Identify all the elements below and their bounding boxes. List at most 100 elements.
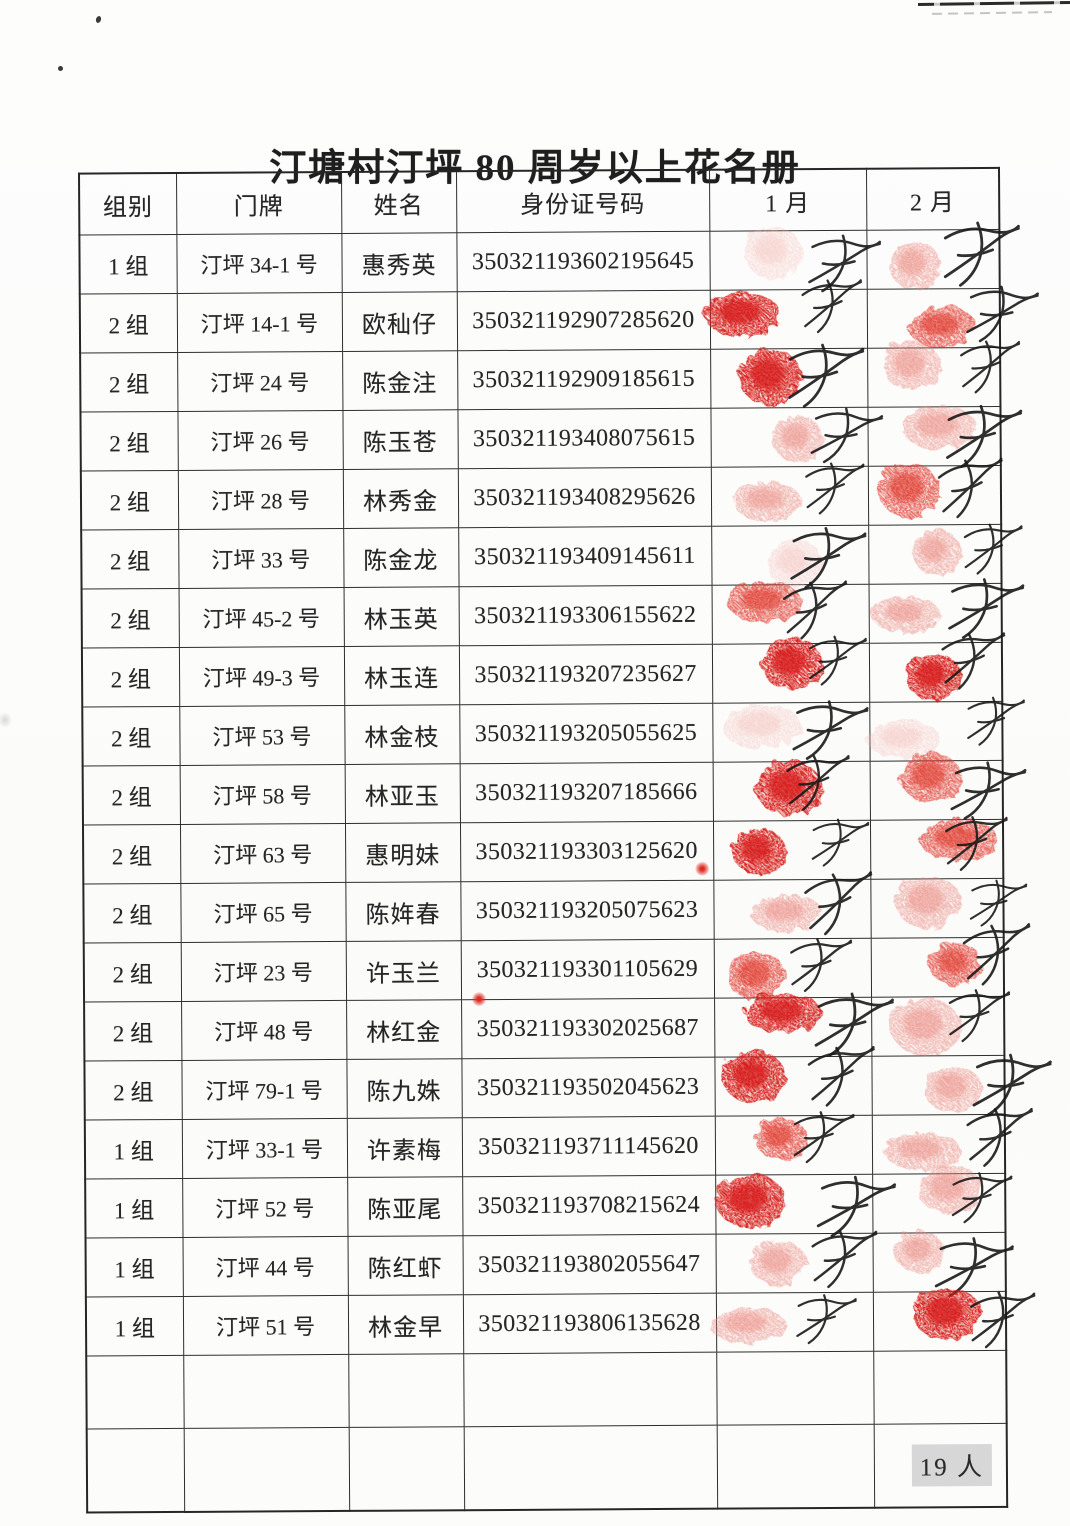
scan-speck <box>58 66 63 71</box>
handwritten-signature <box>947 578 1024 639</box>
cell-february-mark <box>863 696 1025 762</box>
thumbprint-signature-area <box>871 923 1030 997</box>
empty-cell <box>348 1426 465 1511</box>
empty-cell <box>86 1355 184 1430</box>
handwritten-signature <box>951 1172 1012 1224</box>
scan-speck <box>95 15 102 24</box>
col-header-idnumber: 身份证号码 <box>456 169 710 233</box>
cell-january-mark <box>710 407 883 468</box>
cell-group: 2 组 <box>83 942 182 1003</box>
cell-door: 汀坪 24 号 <box>177 351 343 412</box>
cell-january-mark <box>714 1046 875 1117</box>
handwritten-signature <box>807 234 881 293</box>
empty-row <box>86 1350 1007 1430</box>
handwritten-signature <box>804 462 865 515</box>
handwritten-signature <box>966 696 1025 746</box>
col-header-january: 1 月 <box>708 168 867 232</box>
cell-group: 2 组 <box>80 352 178 413</box>
ink-mark <box>752 754 850 814</box>
cell-door: 汀坪 23 号 <box>180 941 347 1002</box>
roster-table-wrap: 组别 门牌 姓名 身份证号码 1 月 2 月 1 组 汀坪 34-1 号 惠秀英… <box>78 166 1052 1514</box>
handwritten-signature <box>948 989 1010 1043</box>
ink-mark <box>747 871 872 936</box>
empty-cell <box>716 1424 875 1509</box>
cell-name: 陈亚尾 <box>347 1176 463 1237</box>
ink-mark <box>915 816 1008 871</box>
cell-february-mark <box>871 1053 1052 1117</box>
cell-name: 林秀金 <box>342 468 459 529</box>
cell-january-mark <box>712 1171 896 1238</box>
handwritten-signature <box>803 871 872 936</box>
cell-id-number: 350321193205075623 <box>460 880 714 941</box>
table-body: 1 组 汀坪 34-1 号 惠秀英 350321193602195645 2 组… <box>79 221 1052 1513</box>
cell-january-mark <box>711 635 870 704</box>
thumbprint-signature-area <box>712 1171 896 1238</box>
cell-id-number: 350321193502045623 <box>461 1057 715 1118</box>
ink-mark <box>880 337 1020 394</box>
handwritten-signature <box>943 221 1020 287</box>
cell-january-mark <box>715 1230 877 1294</box>
thumbprint-signature-area <box>867 285 1039 348</box>
handwritten-signature <box>816 1175 896 1238</box>
handwritten-signature <box>949 761 1026 820</box>
cell-january-mark <box>713 871 872 940</box>
col-header-group: 组别 <box>79 172 177 236</box>
cell-id-number: 350321193711145620 <box>461 1116 716 1177</box>
scan-edge-artifact <box>917 0 1070 7</box>
cell-february-mark <box>867 337 1020 408</box>
cell-id-number: 350321193207185666 <box>459 762 713 823</box>
cell-january-mark <box>701 279 868 350</box>
cell-february-mark <box>868 523 1023 585</box>
empty-cell <box>463 1352 717 1427</box>
total-count-badge: 19 人 <box>911 1444 993 1487</box>
cell-name: 林玉英 <box>343 586 459 647</box>
empty-cell <box>183 1427 350 1512</box>
col-header-february: 2 月 <box>865 167 1000 231</box>
table-row: 2 组 汀坪 49-3 号 林玉连 350321193207235627 <box>81 632 1005 708</box>
cell-february-mark <box>869 816 1008 880</box>
cell-january-mark <box>713 938 872 999</box>
cell-id-number: 350321193408075615 <box>457 408 711 469</box>
table-row: 1 组 汀坪 44 号 陈红虾 350321193802055647 <box>85 1228 1014 1298</box>
cell-id-number: 350321193602195645 <box>456 231 710 292</box>
table-row: 2 组 汀坪 48 号 林红金 350321193302025687 <box>84 989 1010 1062</box>
ink-mark <box>758 635 867 688</box>
cell-name: 林玉连 <box>343 645 460 706</box>
cell-name: 陈金注 <box>342 350 458 411</box>
thumbprint-signature-area <box>868 403 1022 468</box>
ink-mark <box>920 1053 1052 1117</box>
ink-mark <box>915 1162 1012 1224</box>
thumbprint-signature-area <box>713 754 869 821</box>
thumbprint-signature-area <box>701 279 866 349</box>
cell-january-mark <box>712 818 871 881</box>
ink-mark <box>769 407 883 464</box>
cell-february-mark <box>872 1228 1014 1298</box>
thumbprint-signature-area <box>713 818 869 880</box>
cell-door: 汀坪 33 号 <box>178 528 344 589</box>
col-header-door: 门牌 <box>176 171 342 235</box>
cell-group: 1 组 <box>85 1178 183 1239</box>
cell-january-mark <box>712 754 870 822</box>
cell-february-mark <box>871 1107 1033 1175</box>
cell-door: 汀坪 48 号 <box>181 1000 347 1061</box>
cell-january-mark <box>710 462 869 527</box>
empty-cell <box>348 1353 464 1428</box>
handwritten-signature <box>959 340 1020 394</box>
cell-group: 2 组 <box>81 588 179 649</box>
cell-group: 2 组 <box>81 529 179 590</box>
cell-february-mark <box>869 749 1026 821</box>
ink-mark <box>729 462 865 518</box>
thumbprint-signature-area <box>867 221 1020 289</box>
handwritten-signature <box>789 527 866 589</box>
handwritten-signature <box>969 1291 1035 1349</box>
handwritten-signature <box>963 523 1023 575</box>
thumbprint-signature-area <box>714 871 872 939</box>
cell-name: 许素梅 <box>346 1117 463 1178</box>
thumbprint-signature-area <box>863 696 1025 761</box>
cell-name: 惠秀英 <box>341 232 457 293</box>
total-row: 19 人 <box>86 1423 1008 1513</box>
cell-name: 陈玉苍 <box>342 409 458 470</box>
cell-id-number: 350321193802055647 <box>462 1234 716 1295</box>
table-row: 2 组 汀坪 28 号 林秀金 350321193408295626 <box>80 457 1003 531</box>
cell-door: 汀坪 49-3 号 <box>178 646 345 707</box>
